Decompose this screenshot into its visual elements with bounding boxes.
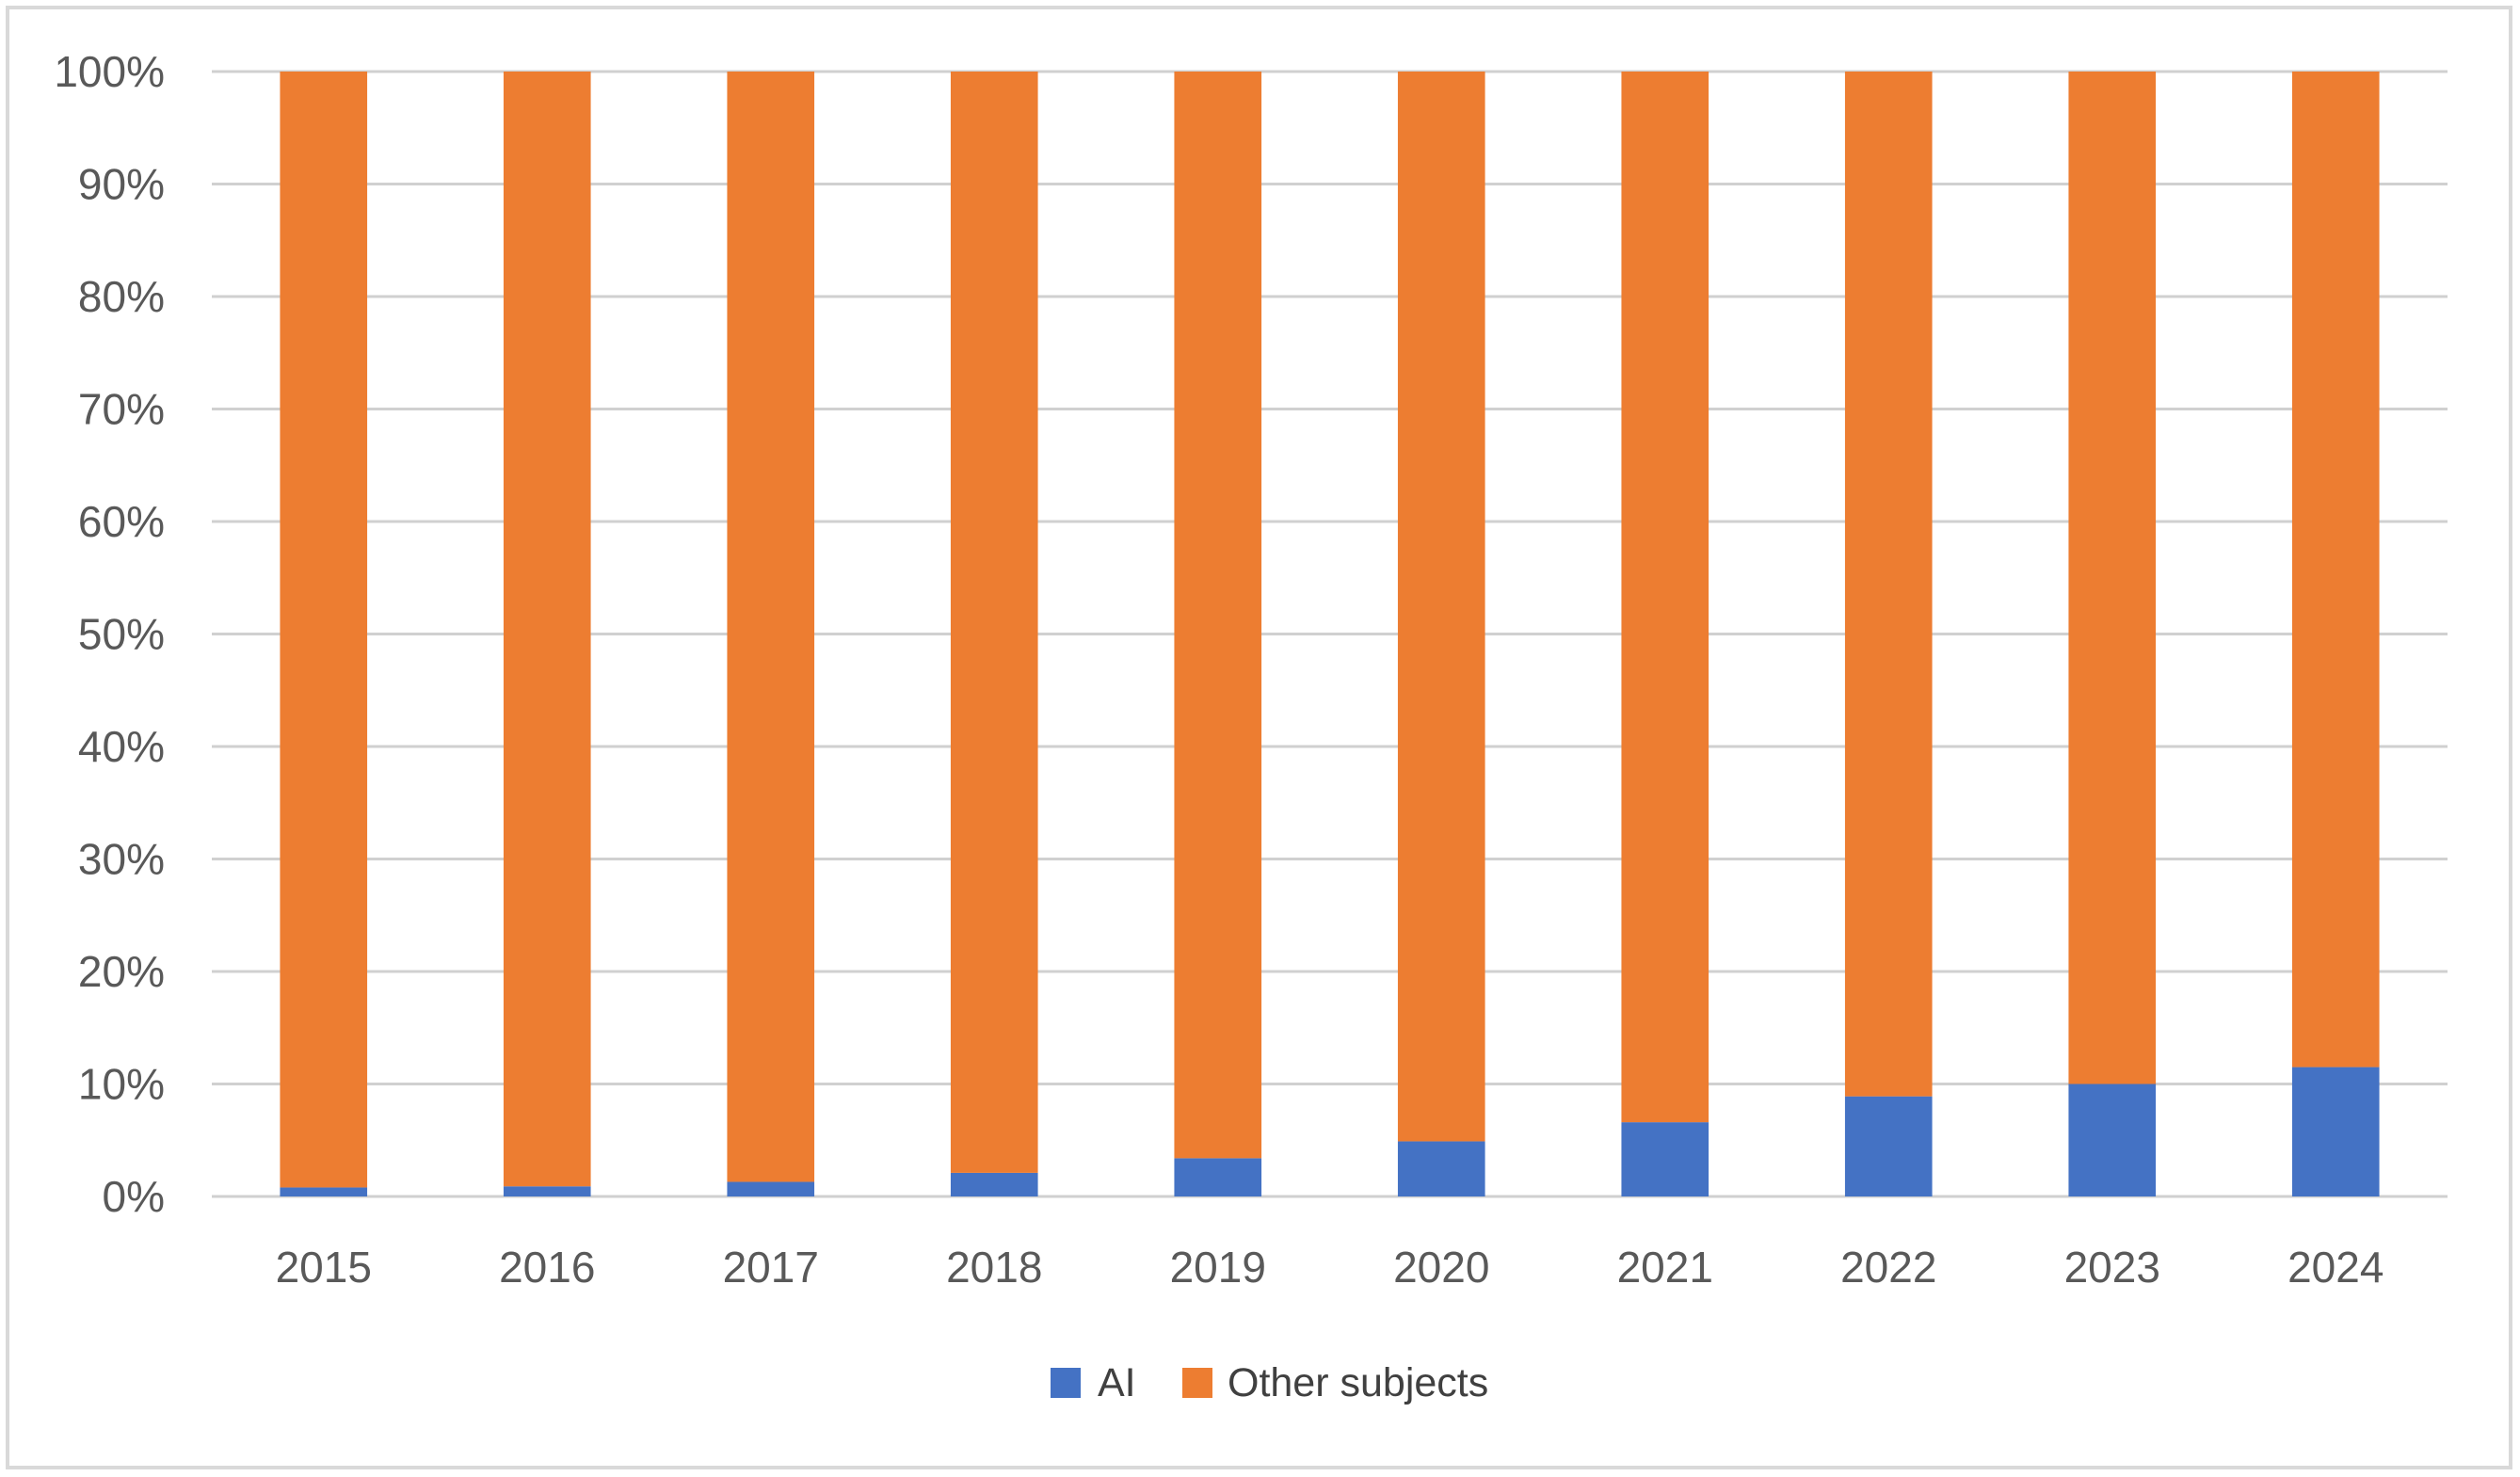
y-tick-label: 50% <box>78 610 165 659</box>
bar-segment-ai <box>1397 1141 1485 1196</box>
bar-segment-ai <box>2068 1084 2157 1196</box>
bar-segment-other-subjects <box>1621 72 1709 1123</box>
y-axis-ticks: 0% 10% 20% 30% 40% 50% 60% 70% 80% 90% 100% <box>54 47 165 1221</box>
bar-segment-ai <box>1174 1158 1262 1196</box>
y-tick-label: 90% <box>78 160 165 209</box>
y-tick-label: 40% <box>78 722 165 771</box>
bar-segment-ai <box>503 1186 591 1196</box>
y-tick-label: 20% <box>78 947 165 996</box>
bar-segment-other-subjects <box>2291 72 2380 1068</box>
x-tick-label: 2021 <box>1617 1243 1713 1292</box>
bar-segment-other-subjects <box>950 72 1038 1173</box>
bar-segment-ai <box>280 1187 368 1196</box>
legend: AI Other subjects <box>1051 1360 1488 1405</box>
y-tick-label: 60% <box>78 497 165 546</box>
x-tick-label: 2015 <box>276 1243 372 1292</box>
bar-segment-ai <box>1621 1122 1709 1196</box>
legend-label: Other subjects <box>1228 1360 1488 1405</box>
x-tick-label: 2024 <box>2287 1243 2384 1292</box>
x-axis-ticks: 2015 2016 2017 2018 2019 2020 2021 2022 2023 2024 <box>276 1243 2384 1292</box>
x-tick-label: 2016 <box>499 1243 595 1292</box>
y-tick-label: 0% <box>103 1172 165 1221</box>
x-tick-label: 2018 <box>946 1243 1042 1292</box>
bar-segment-other-subjects <box>1174 72 1262 1159</box>
bar-segment-other-subjects <box>727 72 815 1182</box>
y-tick-label: 80% <box>78 272 165 321</box>
bars <box>280 72 2380 1196</box>
x-tick-label: 2023 <box>2064 1243 2160 1292</box>
bar-segment-other-subjects <box>1844 72 1933 1097</box>
bar-segment-ai <box>950 1172 1038 1196</box>
x-tick-label: 2020 <box>1393 1243 1489 1292</box>
legend-swatch <box>1051 1368 1081 1398</box>
y-tick-label: 100% <box>54 47 165 96</box>
bar-segment-other-subjects <box>503 72 591 1187</box>
bar-segment-other-subjects <box>280 72 368 1188</box>
y-tick-label: 70% <box>78 385 165 434</box>
bar-segment-ai <box>2291 1067 2380 1196</box>
x-tick-label: 2022 <box>1840 1243 1936 1292</box>
y-tick-label: 30% <box>78 835 165 884</box>
y-tick-label: 10% <box>78 1060 165 1109</box>
x-tick-label: 2019 <box>1170 1243 1266 1292</box>
bar-segment-ai <box>727 1181 815 1196</box>
legend-label: AI <box>1098 1360 1136 1405</box>
bar-segment-other-subjects <box>2068 72 2157 1084</box>
bar-segment-other-subjects <box>1397 72 1485 1142</box>
bar-segment-ai <box>1844 1096 1933 1196</box>
legend-swatch <box>1182 1368 1212 1398</box>
x-tick-label: 2017 <box>723 1243 819 1292</box>
